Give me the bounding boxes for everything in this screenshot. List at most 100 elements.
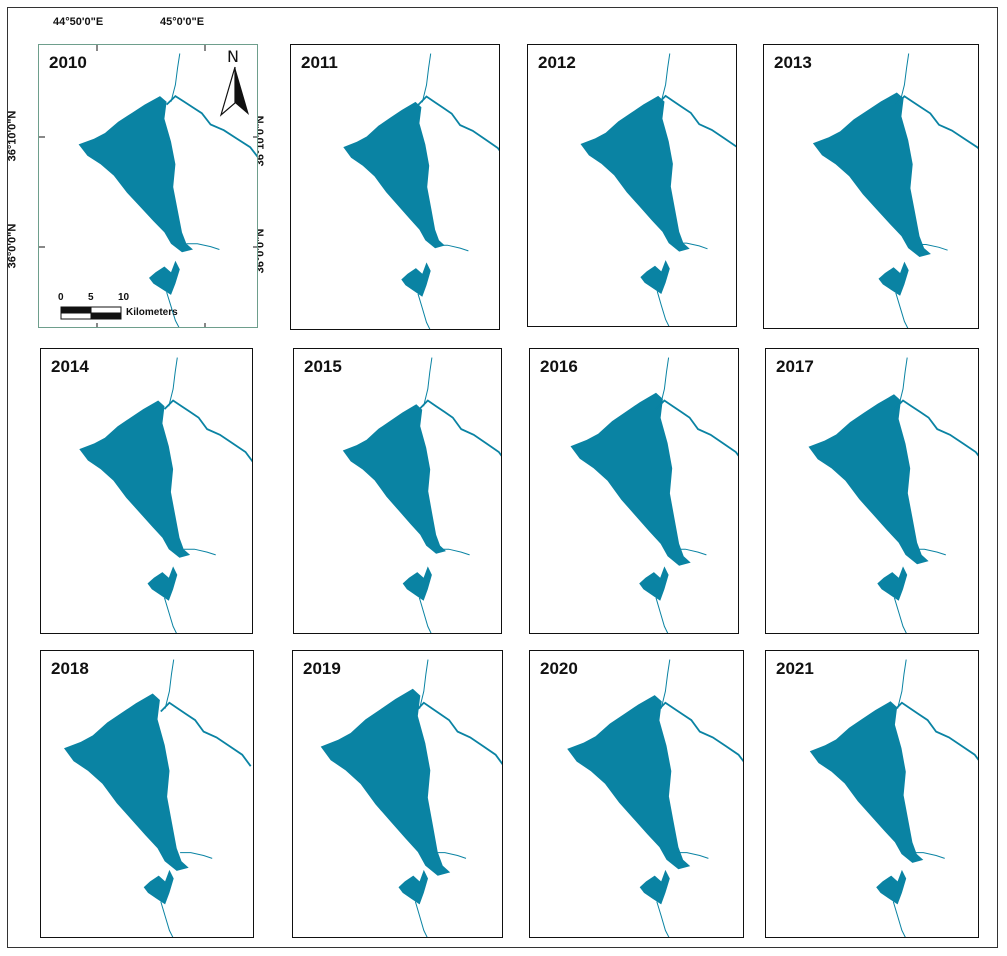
secondary-lake-shape	[877, 566, 908, 601]
river-line	[183, 548, 216, 556]
river-line	[659, 357, 670, 407]
river-line	[913, 548, 946, 556]
river-line	[418, 399, 501, 457]
scale-bar-segment	[60, 306, 92, 314]
river-line	[655, 399, 738, 457]
water-extent-map	[79, 357, 252, 633]
panel-year-label: 2020	[540, 659, 578, 678]
water-extent-map	[343, 53, 499, 329]
figure-frame	[7, 7, 998, 948]
water-extent-map	[39, 45, 257, 327]
water-extent-map	[567, 659, 743, 937]
river-line	[676, 852, 709, 859]
river-line	[414, 901, 428, 937]
river-line	[655, 597, 669, 633]
river-line	[898, 357, 908, 407]
secondary-lake-shape	[398, 869, 428, 905]
map-panel-2014: 2014	[40, 348, 253, 634]
river-line	[892, 901, 906, 937]
river-line	[164, 597, 177, 633]
main-reservoir-shape	[64, 693, 189, 871]
river-line	[164, 659, 175, 709]
river-line	[186, 243, 220, 250]
river-line	[912, 852, 945, 859]
scale-bar-tick-label: 0	[58, 292, 64, 303]
secondary-lake-shape	[878, 261, 909, 296]
river-line	[417, 95, 499, 152]
river-line	[434, 852, 467, 859]
main-reservoir-shape	[342, 404, 446, 554]
water-extent-map	[809, 659, 978, 937]
river-line	[897, 659, 907, 709]
river-line	[180, 852, 213, 859]
panel-year-label: 2010	[49, 53, 87, 72]
latitude-label-2: 36°0'0"N	[6, 223, 19, 269]
river-line	[438, 548, 470, 556]
panel-year-label: 2013	[774, 53, 812, 72]
water-extent-map	[64, 659, 252, 937]
main-reservoir-shape	[79, 400, 191, 558]
secondary-lake-shape	[639, 869, 670, 905]
river-line	[163, 399, 252, 463]
river-line	[895, 292, 909, 328]
river-line	[168, 357, 178, 407]
water-extent-map	[570, 357, 738, 633]
river-line	[419, 659, 429, 709]
river-line	[893, 399, 978, 457]
river-line	[656, 94, 736, 148]
panel-year-label: 2012	[538, 53, 576, 72]
river-line	[417, 293, 431, 329]
river-line	[660, 53, 671, 102]
river-line	[423, 357, 433, 407]
water-extent-map	[580, 53, 736, 326]
panel-year-label: 2017	[776, 357, 814, 376]
river-line	[656, 291, 670, 326]
map-panel-2015: 2015	[293, 348, 502, 634]
panel-year-label: 2014	[51, 357, 89, 376]
river-line	[656, 701, 743, 763]
main-reservoir-shape	[320, 688, 451, 876]
river-line	[895, 95, 978, 150]
water-extent-map	[812, 53, 978, 328]
river-line	[893, 597, 907, 633]
river-line	[899, 53, 910, 103]
secondary-lake-shape	[147, 566, 178, 601]
panel-year-label: 2015	[304, 357, 342, 376]
map-panel-2017: 2017	[765, 348, 979, 634]
secondary-lake-shape	[143, 869, 174, 905]
map-panel-2021: 2021	[765, 650, 979, 938]
main-reservoir-shape	[808, 394, 929, 565]
map-panel-2010: 2010 N 0 5 10 Kilometers	[38, 44, 258, 328]
secondary-lake-shape	[640, 260, 670, 294]
river-line	[170, 53, 181, 102]
north-arrow-label: N	[227, 47, 239, 66]
river-line	[166, 291, 180, 327]
scale-bar-segment	[60, 312, 92, 320]
river-line	[915, 244, 948, 251]
scale-bar-tick-label: 5	[88, 292, 94, 303]
map-panel-2016: 2016	[529, 348, 739, 634]
longitude-label-1: 44°50'0"E	[53, 16, 104, 28]
panel-year-label: 2019	[303, 659, 341, 678]
main-reservoir-shape	[580, 95, 690, 252]
river-line	[421, 53, 432, 103]
water-extent-map	[808, 357, 978, 633]
main-reservoir-shape	[809, 701, 924, 863]
secondary-lake-shape	[402, 566, 432, 601]
secondary-lake-shape	[149, 260, 180, 295]
panel-year-label: 2018	[51, 659, 89, 678]
water-extent-map	[320, 659, 502, 937]
main-reservoir-shape	[343, 101, 445, 249]
north-arrow-left-icon	[219, 66, 236, 117]
panel-year-label: 2011	[301, 53, 338, 72]
latitude-label-1: 36°10'0"N	[6, 110, 19, 162]
secondary-lake-shape	[401, 262, 431, 297]
main-reservoir-shape	[812, 92, 931, 257]
map-panel-2018: 2018	[40, 650, 254, 938]
river-line	[437, 244, 469, 252]
river-line	[160, 701, 252, 767]
longitude-label-2: 45°0'0"E	[160, 16, 205, 28]
river-line	[892, 701, 978, 761]
river-line	[674, 548, 707, 556]
map-panel-2020: 2020	[529, 650, 744, 938]
